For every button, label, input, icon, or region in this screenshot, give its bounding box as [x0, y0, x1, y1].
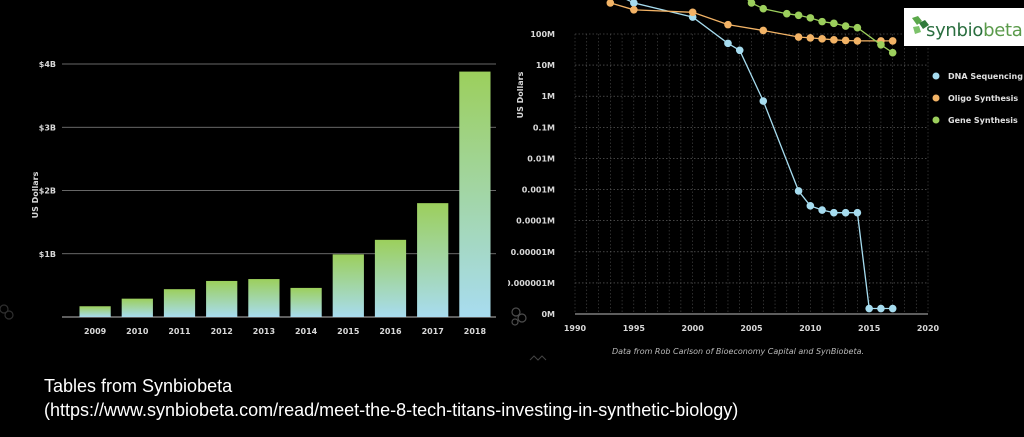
legend-label-gene-synthesis: Gene Synthesis [948, 116, 1018, 125]
bar-y-tick-label: $1B [39, 250, 56, 259]
legend-label-dna-sequencing: DNA Sequencing [948, 72, 1023, 81]
dna-sequencing-point [759, 97, 768, 105]
bar-2015 [332, 254, 364, 317]
legend-label-oligo-synthesis: Oligo Synthesis [948, 94, 1018, 103]
gene-synthesis-point [888, 48, 897, 57]
oligo-synthesis-point [853, 37, 862, 45]
gene-synthesis-point [841, 22, 850, 30]
dna-sequencing-point [794, 187, 803, 195]
caption-title: Tables from Synbiobeta [44, 376, 233, 396]
gene-synthesis-point [877, 40, 885, 49]
gene-synthesis-point [759, 4, 768, 13]
oligo-synthesis-point [794, 33, 803, 41]
gene-synthesis-point [818, 17, 826, 26]
bar-x-tick-label: 2015 [337, 327, 360, 336]
dna-sequencing-line [626, 0, 893, 310]
bar-2018 [459, 71, 491, 317]
oligo-synthesis-point [724, 20, 732, 29]
faint-logo-fragment-icon [529, 355, 547, 361]
bar-x-tick-label: 2014 [295, 327, 318, 336]
legend-swatch-gene-synthesis [932, 116, 940, 124]
image-caption: Tables from Synbiobeta (https://www.synb… [44, 374, 738, 422]
line-y-tick-label: 0.01M [527, 154, 555, 163]
line-y-tick-label: 10M [536, 61, 555, 70]
gene-synthesis-point [830, 19, 838, 28]
bar-x-tick-label: 2009 [84, 327, 107, 336]
synbiobeta-logo: synbiobeta [904, 8, 1024, 46]
gene-synthesis-point [806, 14, 815, 22]
caption-source-url: (https://www.synbiobeta.com/read/meet-th… [44, 400, 739, 420]
line-x-tick-label: 1995 [623, 324, 646, 333]
bar-x-tick-label: 2013 [253, 327, 275, 336]
bar-x-tick-label: 2018 [464, 327, 487, 336]
gene-synthesis-point [794, 11, 803, 20]
line-y-axis-title: US Dollars [516, 71, 525, 118]
line-y-tick-label: 0.001M [522, 186, 555, 195]
oligo-synthesis-point [688, 8, 697, 17]
line-y-tick-label: 0.1M [533, 123, 555, 132]
bar-y-tick-label: $3B [39, 123, 56, 132]
dna-sequencing-point [830, 208, 838, 217]
line-y-tick-label: 0.000001M [508, 279, 555, 288]
bar-y-axis-title: US Dollars [31, 171, 40, 218]
faint-logo-icon [0, 304, 14, 320]
bar-2009 [79, 306, 111, 317]
line-y-tick-label: 0M [541, 310, 555, 319]
oligo-synthesis-point [606, 0, 615, 7]
line-x-tick-label: 2015 [858, 324, 881, 333]
bar-x-tick-label: 2016 [379, 327, 402, 336]
faint-logo-icon [511, 307, 527, 326]
gene-synthesis-point [747, 0, 756, 7]
bar-x-tick-label: 2011 [168, 327, 191, 336]
line-x-tick-label: 2020 [917, 324, 940, 333]
oligo-synthesis-point [841, 36, 850, 45]
logo-wordmark: synbiobeta [926, 20, 1023, 41]
dna-sequencing-point [877, 304, 885, 313]
synbiobeta-logo-icon [912, 16, 929, 34]
gene-synthesis-point [853, 23, 862, 32]
bar-2010 [121, 298, 153, 317]
bar-2013 [248, 279, 280, 317]
line-x-tick-label: 2010 [799, 324, 822, 333]
legend-swatch-oligo-synthesis [932, 94, 940, 102]
dna-sequencing-point [806, 202, 815, 210]
dna-sequencing-point [630, 0, 638, 7]
bar-2014 [290, 287, 322, 317]
dna-sequencing-point [865, 304, 873, 313]
line-x-tick-label: 1990 [564, 324, 587, 333]
data-source-note: Data from Rob Carlson of Bioeconomy Capi… [612, 347, 864, 356]
bar-x-tick-label: 2010 [126, 327, 149, 336]
dna-sequencing-point [841, 208, 850, 217]
line-y-tick-label: 0.00001M [511, 248, 555, 257]
line-y-tick-label: 100M [530, 30, 555, 39]
bar-2016 [374, 239, 407, 317]
oligo-synthesis-point [830, 36, 838, 44]
bar-x-tick-label: 2017 [422, 327, 444, 336]
oligo-synthesis-point [888, 37, 897, 45]
oligo-synthesis-point [630, 5, 638, 14]
dna-sequencing-point [735, 46, 744, 55]
bar-y-tick-label: $4B [39, 60, 56, 69]
dna-sequencing-point [853, 208, 862, 217]
bar-x-tick-label: 2012 [211, 327, 233, 336]
line-y-tick-label: 1M [541, 92, 555, 101]
dna-sequencing-point [724, 39, 732, 48]
bar-y-tick-label: $2B [39, 187, 56, 196]
gene-synthesis-point [783, 9, 791, 18]
dna-sequencing-point [888, 304, 897, 313]
legend-swatch-dna-sequencing [932, 72, 940, 80]
dna-sequencing-point [818, 206, 826, 214]
line-x-tick-label: 2000 [682, 324, 705, 333]
bar-2011 [163, 289, 196, 317]
bar-2017 [417, 203, 449, 317]
line-x-tick-label: 2005 [740, 324, 763, 333]
oligo-synthesis-point [806, 34, 815, 42]
funding-bar-chart: US Dollars $1B $2B $3B $4B 2009 2010 2011 2012… [0, 60, 496, 336]
bar-2012 [206, 280, 238, 317]
oligo-synthesis-point [759, 26, 768, 35]
cost-line-chart: US Dollars 0M 0.000001M 0.00001M 0.0001M 0.0… [508, 0, 1023, 361]
line-y-tick-label: 0.0001M [516, 217, 555, 226]
oligo-synthesis-point [818, 35, 826, 43]
